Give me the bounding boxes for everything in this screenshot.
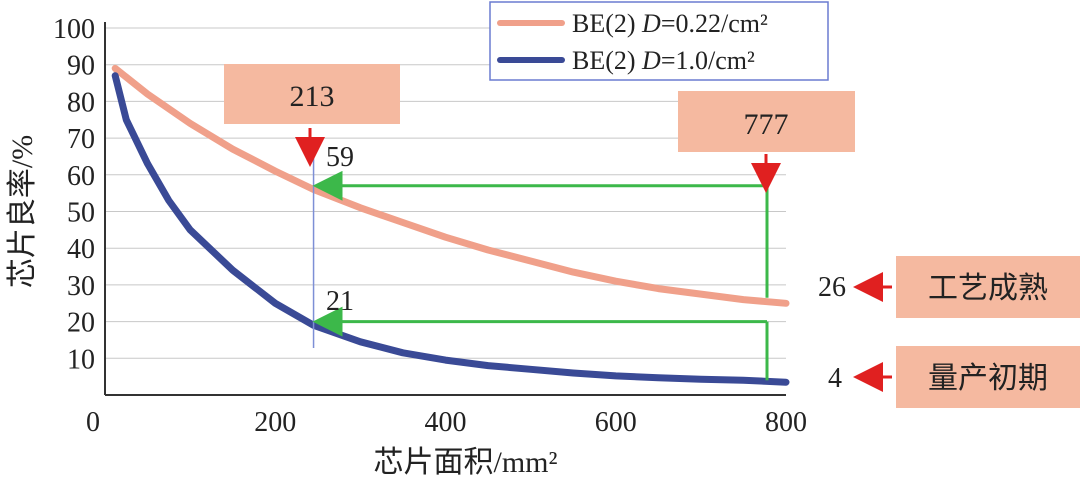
y-tick-label-70: 70 <box>67 124 95 155</box>
x-tick-label-0: 0 <box>86 407 100 438</box>
value-label-59: 59 <box>326 142 354 173</box>
callout-box-777 <box>678 91 855 152</box>
y-tick-label-30: 30 <box>67 271 95 302</box>
legend: BE(2) D=0.22/cm² BE(2) D=1.0/cm² <box>489 1 829 81</box>
callout-early: 量产初期 <box>896 346 1080 408</box>
y-tick-label-90: 90 <box>67 51 95 82</box>
value-label-21: 21 <box>326 286 354 317</box>
y-tick-label-10: 10 <box>67 344 95 375</box>
callout-text-213: 213 <box>290 80 335 113</box>
legend-box <box>489 1 829 81</box>
y-tick-label-40: 40 <box>67 234 95 265</box>
y-tick-label-50: 50 <box>67 198 95 229</box>
callout-text-777: 777 <box>744 108 789 141</box>
y-tick-label-100: 100 <box>53 14 95 45</box>
callout-box-early <box>896 346 1080 408</box>
callout-mature: 工艺成熟 <box>896 256 1080 318</box>
legend-label-series-2: BE(2) D=1.0/cm² <box>572 46 755 75</box>
x-tick-label-800: 800 <box>765 407 807 438</box>
value-label-26: 26 <box>818 272 846 303</box>
callout-text-mature: 工艺成熟 <box>928 272 1048 305</box>
series-lines <box>111 64 790 386</box>
series-line-1 <box>111 64 790 307</box>
callout-box-213 <box>224 64 400 124</box>
callout-text-early: 量产初期 <box>928 362 1048 395</box>
y-tick-label-60: 60 <box>67 161 95 192</box>
axes <box>104 22 786 396</box>
series-line-2 <box>111 72 790 386</box>
callout-box-mature <box>896 256 1080 318</box>
y-axis-title: 芯片良率/% <box>6 135 39 288</box>
tick-labels: 10 20 30 40 50 60 70 80 90 100 0 200 400 600 800 <box>53 14 807 438</box>
x-tick-label-600: 600 <box>595 407 637 438</box>
x-tick-label-200: 200 <box>254 407 296 438</box>
value-label-4: 4 <box>828 363 842 394</box>
x-tick-label-400: 400 <box>425 407 467 438</box>
x-axis-title: 芯片面积/mm² <box>374 446 558 478</box>
guide-lines <box>312 150 769 381</box>
callout-213: 213 <box>224 64 400 124</box>
y-tick-label-80: 80 <box>67 87 95 118</box>
y-tick-label-20: 20 <box>67 308 95 339</box>
legend-label-series-1: BE(2) D=0.22/cm² <box>572 9 768 38</box>
callout-777: 777 <box>678 91 855 152</box>
